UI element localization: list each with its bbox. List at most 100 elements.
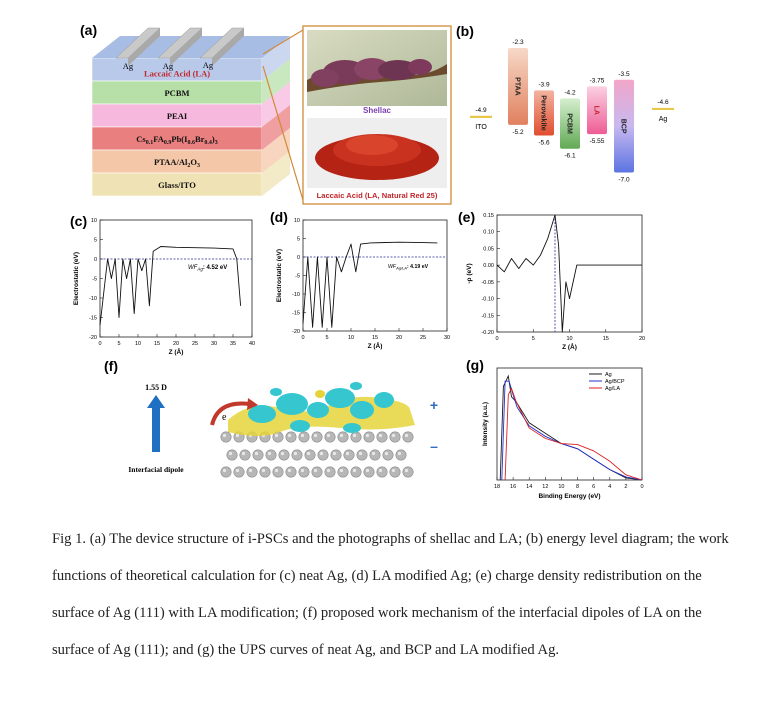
atom-highlight [332,451,337,456]
ag-atom [382,449,394,461]
y-tick-label: 0.10 [483,230,494,236]
ag-atom [298,431,310,443]
dipole-label: Interfacial dipole [128,465,184,474]
series-line [496,214,642,333]
electron-symbol: e [222,412,227,423]
energy-level-pcbm: -4.2 -6.1 PCBM [560,89,580,160]
panel-b-tag: (b) [456,23,474,39]
y-tick-label: -15 [89,316,97,322]
legend-entry: Ag/BCP [605,379,625,385]
layer-stack: Laccaic Acid (LA) PCBM PEAI Cs0.1FA0.9Pb(I0… [91,36,290,197]
atom-highlight [235,433,240,438]
y-tick-label: -10 [292,292,300,298]
x-tick-label: 6 [592,484,595,490]
panel-a-tag: (a) [80,22,97,38]
ag-atom [369,449,381,461]
panel-a: (a) Laccaic Acid (LA) PCBM PEAI Cs0.1FA0.9P… [80,22,452,205]
ag-atom [337,466,349,478]
series-line [302,241,438,328]
atom-highlight [241,451,246,456]
x-tick-label: 8 [576,484,579,490]
x-tick-label: 10 [135,341,141,347]
atom-highlight [222,468,227,473]
ag-atom [376,466,388,478]
y-tick-label: 0.00 [483,263,494,269]
electrodes: Ag Ag Ag [115,27,245,71]
atom-highlight [339,468,344,473]
atom-highlight [378,468,383,473]
level-name: PCBM [566,113,573,134]
y-tick-label: -5 [295,274,300,280]
layer-side [262,128,290,173]
level-value: -3.75 [590,77,605,84]
x-tick-label: 35 [230,341,236,347]
ag-atom [278,449,290,461]
panel-c: (c) 0 5 10 15 20 25 30 35 40 10 5 0 -5 -10 -15 -20 Z (Å)… [70,213,255,356]
y-tick-label: -10 [89,296,97,302]
plot-g: 18 16 14 12 10 8 6 4 2 0 Binding Energy (eV) Intens… [482,367,644,500]
x-axis-label: Z (Å) [562,342,577,351]
plot-c: 0 5 10 15 20 25 30 35 40 10 5 0 -5 -10 -15 -20 Z (Å) Elec… [73,218,255,356]
minus-sign: – [430,438,438,454]
work-function-annotation: WFAg: 4.52 eV [188,265,227,272]
x-tick-label: 10 [348,335,354,341]
atom-highlight [274,468,279,473]
plot-d: 0 5 10 15 20 25 30 10 5 0 -5 -10 -15 -20 Z (Å) Electros… [276,218,450,350]
atom-highlight [228,451,233,456]
ag-atom [356,449,368,461]
connector-line [262,29,304,55]
series-line [499,374,643,481]
y-tick-label: 0.15 [483,213,494,219]
x-tick-label: 2 [624,484,627,490]
atom-highlight [384,451,389,456]
x-tick-label: 20 [173,341,179,347]
atom-highlight [397,451,402,456]
panel-f: (f) 1.55 D Interfacial dipole e + – [104,358,438,478]
ag-atom [350,466,362,478]
layer-label: Glass/ITO [158,180,196,190]
series-line [501,380,643,481]
device-layer: PCBM [91,59,290,105]
ag-atom [265,449,277,461]
atom-highlight [319,451,324,456]
ag-surface-atoms [220,431,414,478]
atom-highlight [371,451,376,456]
atom-highlight [358,451,363,456]
device-layer: PEAI [91,82,290,128]
layer-label: Laccaic Acid (LA) [144,69,210,79]
atom-highlight [280,451,285,456]
level-name: LA [593,106,600,115]
level-value: -4.9 [475,107,487,114]
level-value: -5.55 [590,138,605,145]
ag-atom [376,431,388,443]
x-tick-label: 25 [192,341,198,347]
x-tick-label: 25 [420,335,426,341]
ag-atom [402,466,414,478]
work-function-annotation: WFAg/LA: 4.19 eV [388,264,429,271]
ag-atom [324,431,336,443]
level-value: -4.2 [564,89,576,96]
ag-atom [395,449,407,461]
panel-g: (g) 18 16 14 12 10 8 6 4 2 0 Binding Energy (eV) In… [466,357,644,500]
y-tick-label: 0 [94,257,97,263]
ag-atom [226,449,238,461]
atom-highlight [248,468,253,473]
x-tick-label: 18 [494,484,500,490]
series-line [504,387,643,481]
panel-e-tag: (e) [458,209,475,225]
plus-sign: + [430,397,438,413]
ag-atom [220,466,232,478]
x-tick-label: 40 [249,341,255,347]
ag-atom [291,449,303,461]
y-tick-label: 0.05 [483,246,494,252]
ag-atom [285,431,297,443]
atom-highlight [235,468,240,473]
level-bar [534,90,554,136]
y-tick-label: -5 [92,277,97,283]
atom-highlight [326,468,331,473]
level-value: -7.0 [618,177,630,184]
x-tick-label: 20 [396,335,402,341]
x-tick-label: 20 [639,336,645,342]
layer-label: Cs0.1FA0.9Pb(I0.6Br0.4)3 [136,134,218,146]
level-name: PTAA [514,77,521,96]
